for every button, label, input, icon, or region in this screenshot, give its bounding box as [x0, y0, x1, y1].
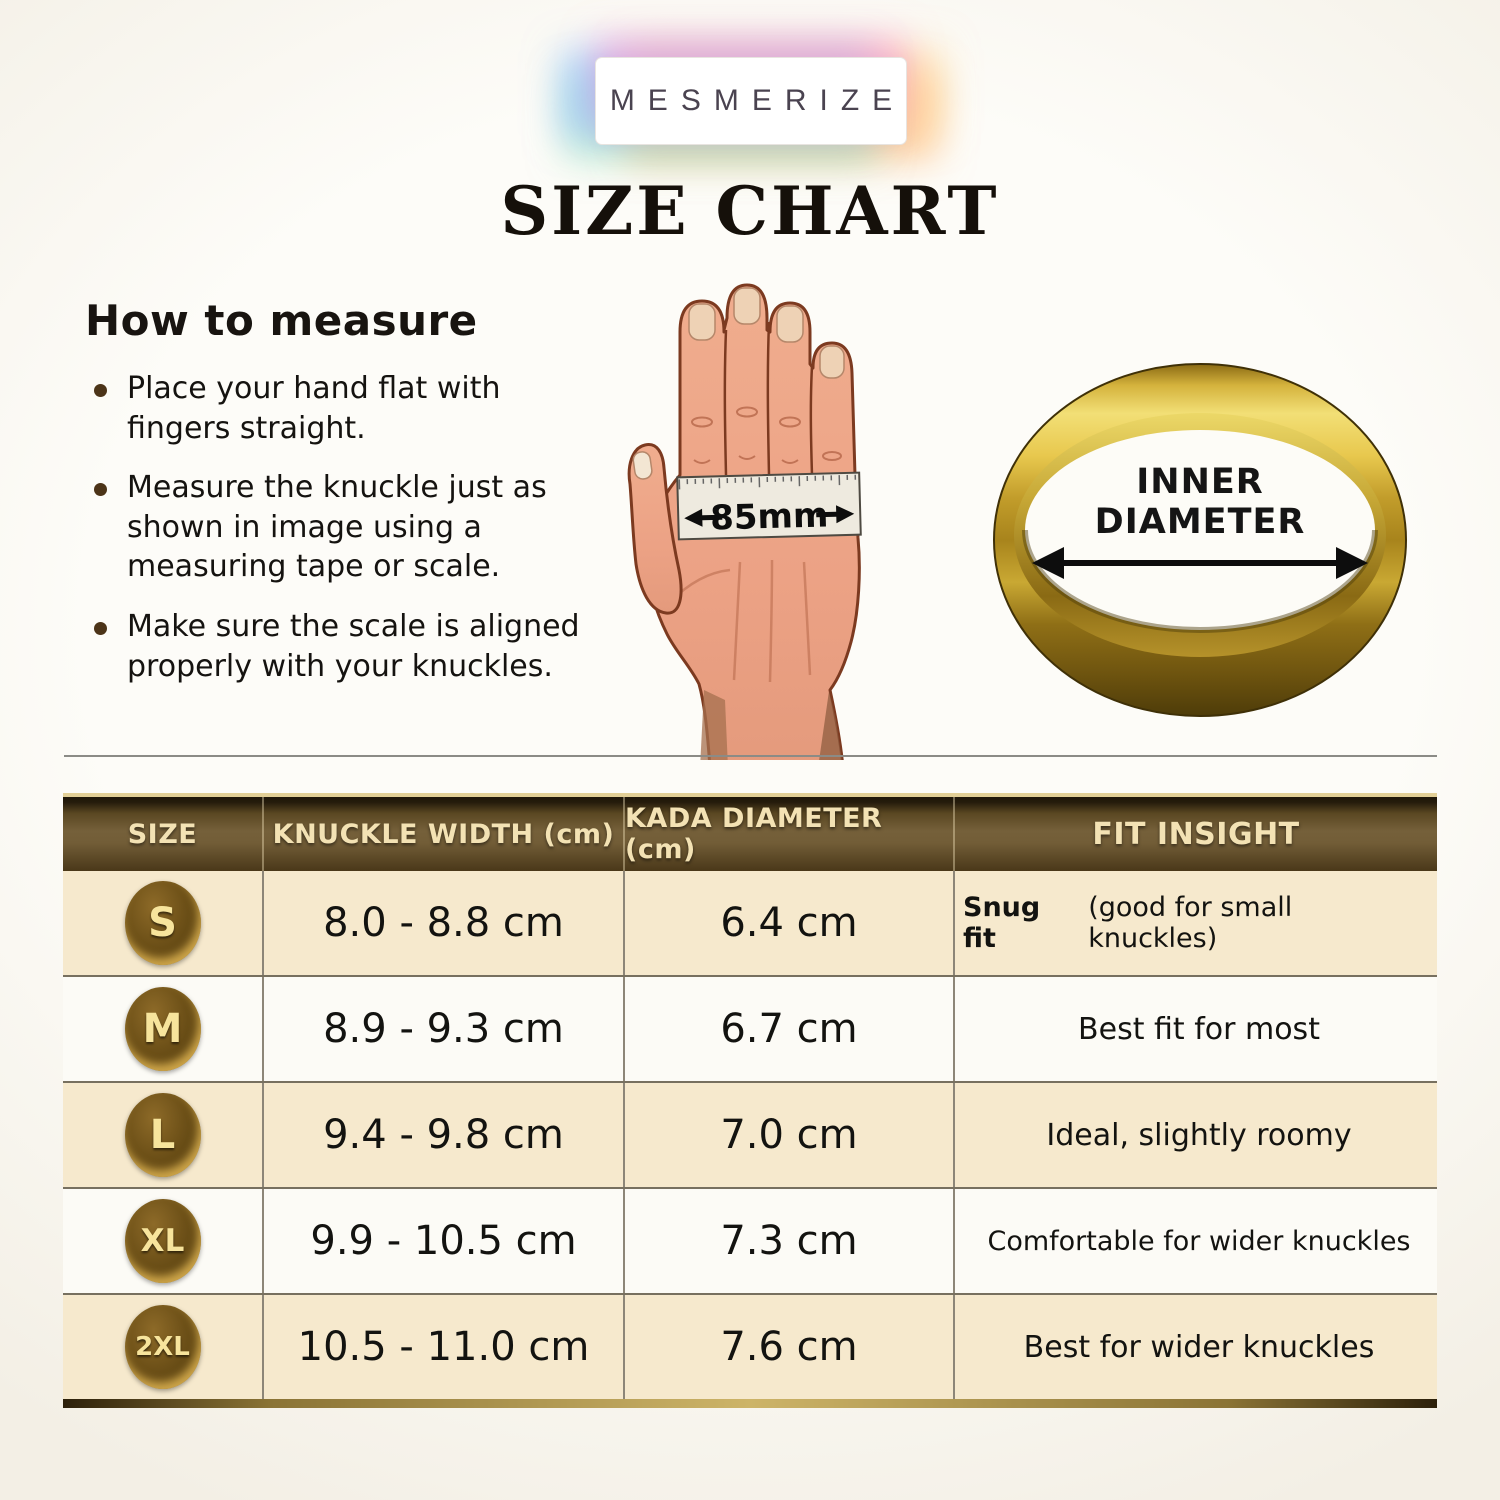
size-cell: M	[63, 977, 262, 1081]
fit-insight-text: (good for small knuckles)	[1088, 892, 1293, 954]
fit-insight-cell: Best fit for most	[953, 977, 1437, 1081]
how-to-measure-section: How to measure Place your hand flat with…	[85, 296, 605, 706]
knuckle-width-cell: 10.5 - 11.0 cm	[262, 1295, 623, 1399]
size-badge-label: 2XL	[135, 1332, 190, 1362]
size-cell: S	[63, 871, 262, 975]
table-gold-bottom-border	[63, 1399, 1437, 1408]
table-row: 2XL 10.5 - 11.0 cm 7.6 cm Best for wider…	[63, 1293, 1437, 1399]
thumb	[627, 443, 683, 615]
knuckle-width-cell: 8.9 - 9.3 cm	[262, 977, 623, 1081]
fit-insight-text: Ideal, slightly roomy	[1046, 1117, 1352, 1153]
inner-diameter-label-line2: DIAMETER	[1095, 502, 1306, 542]
size-table: SIZE KNUCKLE WIDTH (cm) KADA DIAMETER (c…	[63, 793, 1437, 1408]
size-badge: 2XL	[124, 1305, 201, 1389]
size-table-body: S 8.0 - 8.8 cm 6.4 cm Snug fit (good for …	[63, 871, 1437, 1399]
fit-insight-text: Best fit for most	[1078, 1011, 1320, 1047]
finger-creases	[691, 406, 842, 480]
diameter-arrow-right	[1336, 547, 1368, 579]
page-title: SIZE CHART	[500, 172, 1000, 250]
fit-insight-text: Comfortable for wider knuckles	[987, 1225, 1411, 1257]
fit-insight-cell: Best for wider knuckles	[953, 1295, 1437, 1399]
size-badge: XL	[124, 1199, 201, 1283]
hand-measure-illustration: 85mm	[627, 283, 862, 760]
table-row: L 9.4 - 9.8 cm 7.0 cm Ideal, slightly ro…	[63, 1081, 1437, 1187]
size-table-header: SIZE KNUCKLE WIDTH (cm) KADA DIAMETER (c…	[63, 797, 1437, 871]
fit-insight-bold: Snug fit	[963, 892, 1041, 954]
size-badge: M	[124, 987, 201, 1071]
ring-opening-shadow	[1022, 529, 1378, 633]
fit-insight-cell: Ideal, slightly roomy	[953, 1083, 1437, 1187]
kada-diameter-cell: 7.3 cm	[623, 1189, 953, 1293]
kada-diameter-cell: 6.4 cm	[623, 871, 953, 975]
knuckle-width-cell: 9.9 - 10.5 cm	[262, 1189, 623, 1293]
kada-diameter-cell: 6.7 cm	[623, 977, 953, 1081]
wrist-shade-right	[819, 691, 842, 760]
ruler-arrow-right	[836, 505, 855, 524]
table-row: XL 9.9 - 10.5 cm 7.3 cm Comfortable for …	[63, 1187, 1437, 1293]
size-badge-label: S	[148, 900, 177, 946]
wrist-shade-left	[700, 690, 728, 760]
diameter-arrow-left	[1032, 547, 1064, 579]
brand-name: MESMERIZE	[609, 84, 906, 117]
thumbnail	[632, 451, 653, 480]
size-badge-label: M	[142, 1006, 183, 1052]
header-kada-diameter: KADA DIAMETER (cm)	[623, 797, 953, 871]
hand-tendon-lines	[669, 559, 812, 683]
size-badge-label: L	[149, 1112, 176, 1158]
finger-separation-lines	[723, 321, 814, 476]
how-to-measure-list: Place your hand flat with fingers straig…	[85, 369, 585, 686]
table-row: S 8.0 - 8.8 cm 6.4 cm Snug fit (good for …	[63, 871, 1437, 975]
ruler-arrow-left	[684, 508, 703, 527]
size-badge: S	[124, 881, 201, 965]
fit-insight-cell: Comfortable for wider knuckles	[953, 1189, 1437, 1293]
how-to-measure-item: Measure the knuckle just as shown in ima…	[85, 468, 585, 587]
ruler-ticks	[678, 474, 857, 490]
how-to-measure-item: Place your hand flat with fingers straig…	[85, 369, 585, 448]
fit-insight-text: Best for wider knuckles	[1023, 1329, 1375, 1365]
knuckle-width-cell: 9.4 - 9.8 cm	[262, 1083, 623, 1187]
ruler-band: 85mm	[676, 471, 862, 541]
inner-diameter-label-line1: INNER	[1136, 462, 1263, 502]
size-cell: L	[63, 1083, 262, 1187]
how-to-measure-item: Make sure the scale is aligned properly …	[85, 607, 585, 686]
size-badge-label: XL	[140, 1223, 185, 1259]
size-cell: XL	[63, 1189, 262, 1293]
how-to-measure-heading: How to measure	[85, 296, 478, 345]
ring-opening	[1025, 430, 1375, 630]
table-row: M 8.9 - 9.3 cm 6.7 cm Best fit for most	[63, 975, 1437, 1081]
knuckle-measurement-label: 85mm	[710, 495, 829, 538]
header-size: SIZE	[127, 818, 198, 850]
fit-insight-cell: Snug fit (good for small knuckles)	[953, 871, 1437, 975]
size-cell: 2XL	[63, 1295, 262, 1399]
header-fit-insight: FIT INSIGHT	[953, 797, 1437, 871]
kada-diameter-cell: 7.6 cm	[623, 1295, 953, 1399]
fingernails	[688, 287, 845, 379]
knuckle-width-cell: 8.0 - 8.8 cm	[262, 871, 623, 975]
kada-diameter-cell: 7.0 cm	[623, 1083, 953, 1187]
size-badge: L	[124, 1093, 201, 1177]
kada-ring-illustration: INNER DIAMETER	[993, 363, 1407, 717]
section-divider	[64, 755, 1437, 757]
header-knuckle-width: KNUCKLE WIDTH (cm)	[262, 797, 623, 871]
brand-logo: MESMERIZE	[595, 57, 907, 145]
